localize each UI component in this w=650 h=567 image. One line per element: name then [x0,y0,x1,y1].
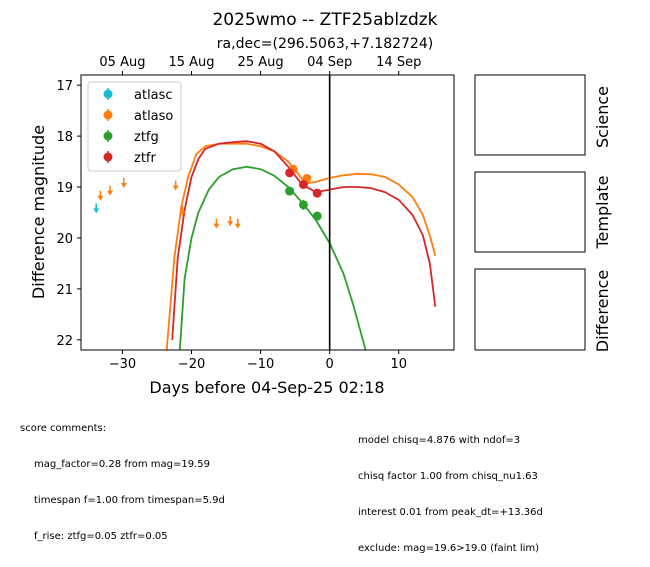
y-axis-label: Difference magnitude [29,125,48,299]
legend-label: atlasc [134,88,173,103]
upper-limit-head [179,210,186,216]
upper-limit-atlaso [234,218,241,229]
legend-item-atlasc: atlasc [103,88,173,103]
legend-label: atlaso [134,109,173,124]
y-tick-label: 17 [56,79,73,94]
upper-limit-head [97,195,104,201]
point-ztfr [312,188,322,198]
legend-item-ztfg: ztfg [103,130,159,145]
score-comments: score comments: mag_factor=0.28 from mag… [20,399,225,555]
model-curve-ztfg [178,165,367,350]
legend-marker [103,131,113,141]
x-tick-label: −20 [178,357,205,372]
score-comment-line: timespan f=1.00 from timespan=5.9d [34,495,225,506]
data-point [312,211,322,221]
legend-marker [103,89,113,99]
science-panel-label: Science [593,86,612,148]
upper-limit-atlaso [120,177,127,188]
template-panel-label: Template [593,175,612,249]
data-point [298,200,308,210]
upper-limit-head [120,182,127,188]
upper-limit-atlaso [172,180,179,191]
data-point [312,188,322,198]
upper-limit-head [213,223,220,229]
model-curve-atlaso [165,142,437,350]
point-ztfr [298,179,308,189]
top-axis-tick-label: 15 Aug [168,55,214,70]
difference-image-box [474,268,586,351]
upper-limit-head [172,185,179,191]
upper-limit-atlaso [97,190,104,201]
legend-item-atlaso: atlaso [103,109,173,124]
legend-label: ztfg [134,130,159,145]
model-comment-line: chisq factor 1.00 from chisq_nu1.63 [358,471,538,482]
x-tick-label: 0 [326,357,334,372]
upper-limit-atlasc [93,203,100,214]
legend-box [87,81,182,172]
light-curve-chart: 2025wmo -- ZTF25ablzdzk ra,dec=(296.5063… [29,10,612,397]
top-axis-tick-label: 14 Sep [376,55,421,70]
model-comment-line: interest 0.01 from peak_dt=+13.36d [358,507,543,518]
score-comments-header: score comments: [20,423,107,434]
x-tick-label: −10 [247,357,274,372]
y-tick-label: 20 [56,232,73,247]
data-point [298,179,308,189]
legend-item-ztfr: ztfr [103,151,156,166]
score-comment-line: f_rise: ztfg=0.05 ztfr=0.05 [34,531,168,542]
top-axis-tick-label: 04 Sep [307,55,352,70]
x-tick-label: −30 [109,357,136,372]
upper-limit-head [93,208,100,214]
upper-limit-head [227,221,234,227]
science-image-box [474,74,586,156]
legend-label: ztfr [134,151,156,166]
score-comment-line: mag_factor=0.28 from mag=19.59 [34,459,211,470]
legend-marker [103,110,113,120]
chart-subtitle: ra,dec=(296.5063,+7.182724) [217,36,433,52]
model-curve-ztfr [171,140,437,340]
upper-limit-atlaso [179,205,186,216]
template-image-box [474,171,586,253]
point-ztfg [285,186,295,196]
difference-panel: Difference [474,268,612,352]
model-comments: model chisq=4.876 with ndof=3 chisq fact… [358,411,543,567]
upper-limit-head [107,190,114,196]
y-tick-label: 21 [56,283,73,298]
template-panel: Template [474,171,612,253]
x-axis-label: Days before 04-Sep-25 02:18 [149,378,384,397]
point-ztfg [298,199,308,210]
legend-marker [103,152,113,162]
upper-limit-atlaso [213,218,220,229]
top-axis-tick-label: 25 Aug [238,55,284,70]
y-tick-label: 22 [56,334,73,349]
upper-limit-atlaso [107,185,114,196]
point-ztfr [285,168,295,178]
model-comment-line: exclude: mag=19.6>19.0 (faint lim) [358,543,540,554]
y-tick-label: 18 [56,130,73,145]
x-tick-label: 10 [390,357,407,372]
upper-limit-head [234,223,241,229]
top-axis-tick-label: 05 Aug [99,55,145,70]
model-comment-line: model chisq=4.876 with ndof=3 [358,435,521,446]
y-tick-label: 19 [56,181,73,196]
point-ztfg [312,211,322,221]
upper-limit-atlaso [227,216,234,227]
difference-panel-label: Difference [593,270,612,352]
chart-title: 2025wmo -- ZTF25ablzdzk [212,10,437,30]
plot-frame [80,74,455,351]
science-panel: Science [474,74,612,156]
data-point [285,168,295,178]
data-point [285,186,295,196]
